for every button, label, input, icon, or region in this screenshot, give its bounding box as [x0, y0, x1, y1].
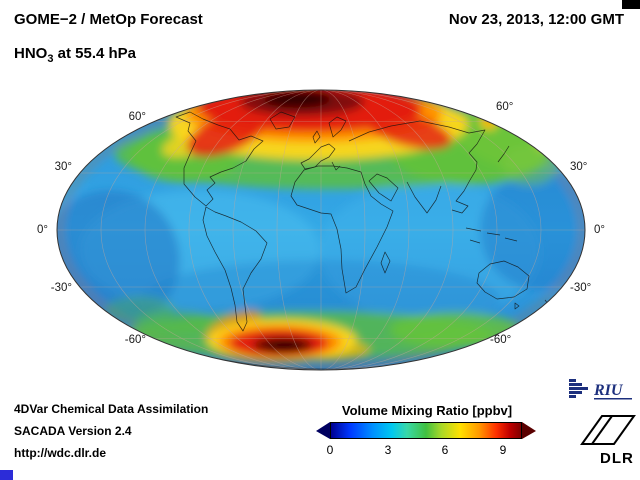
lat-label-right-m60: -60°	[490, 334, 511, 346]
species-subscript: 3	[47, 53, 54, 65]
riu-logo: RIU	[569, 377, 635, 408]
lat-label-right-30: 30°	[570, 161, 587, 173]
species-level-subtitle: HNO3 at 55.4 hPa	[14, 45, 136, 65]
coast-australia	[476, 260, 552, 321]
globe-outline	[56, 89, 586, 371]
lat-label-left-30: 30°	[55, 161, 72, 173]
dlr-logo-text: DLR	[600, 450, 634, 467]
coast-greenland	[269, 111, 296, 130]
riu-underline	[594, 398, 632, 400]
page-title: GOME−2 / MetOp Forecast	[14, 11, 203, 28]
lat-label-right-60: 60°	[496, 101, 513, 113]
lat-label-left-60: 60°	[129, 111, 146, 123]
lat-label-right-m30: -30°	[570, 282, 591, 294]
lat-label-left-m30: -30°	[51, 282, 72, 294]
colorbar-gradient	[330, 422, 522, 439]
footer-assimilation: 4DVar Chemical Data Assimilation	[14, 402, 209, 416]
species-name: HNO	[14, 45, 48, 62]
lat-label-right-0: 0°	[594, 224, 605, 236]
colorbar-tick-0: 0	[326, 443, 334, 457]
colorbar-tick-9: 9	[499, 443, 507, 457]
lat-label-left-0: 0°	[37, 224, 48, 236]
colorbar-tick-3: 3	[384, 443, 392, 457]
top-right-black-mark	[622, 0, 640, 9]
timestamp: Nov 23, 2013, 12:00 GMT	[448, 11, 624, 28]
pressure-level: at 55.4 hPa	[53, 45, 137, 62]
coast-africa	[290, 165, 394, 294]
footer-version: SACADA Version 2.4	[14, 424, 132, 438]
coast-asia	[348, 120, 518, 244]
riu-triangle-icon	[569, 379, 588, 398]
footer-url: http://wdc.dlr.de	[14, 446, 106, 460]
dlr-logo: DLR	[578, 410, 638, 473]
dlr-emblem-icon	[580, 415, 636, 445]
lat-labels: 60° 30° 0° -30° -60° 60° 30° 0° -30° -60…	[37, 101, 605, 346]
colorbar-overflow-arrow	[522, 422, 536, 439]
coast-south-america	[202, 206, 268, 332]
colorbar-title: Volume Mixing Ratio [ppbv]	[341, 403, 513, 418]
bottom-left-blue-mark	[0, 470, 13, 480]
colorbar-tick-6: 6	[441, 443, 449, 457]
coast-north-america	[175, 111, 264, 207]
coast-europe	[300, 116, 347, 171]
lat-label-left-m60: -60°	[125, 334, 146, 346]
colorbar	[316, 422, 536, 439]
riu-logo-text: RIU	[593, 382, 624, 399]
colorbar-underflow-arrow	[316, 422, 330, 439]
